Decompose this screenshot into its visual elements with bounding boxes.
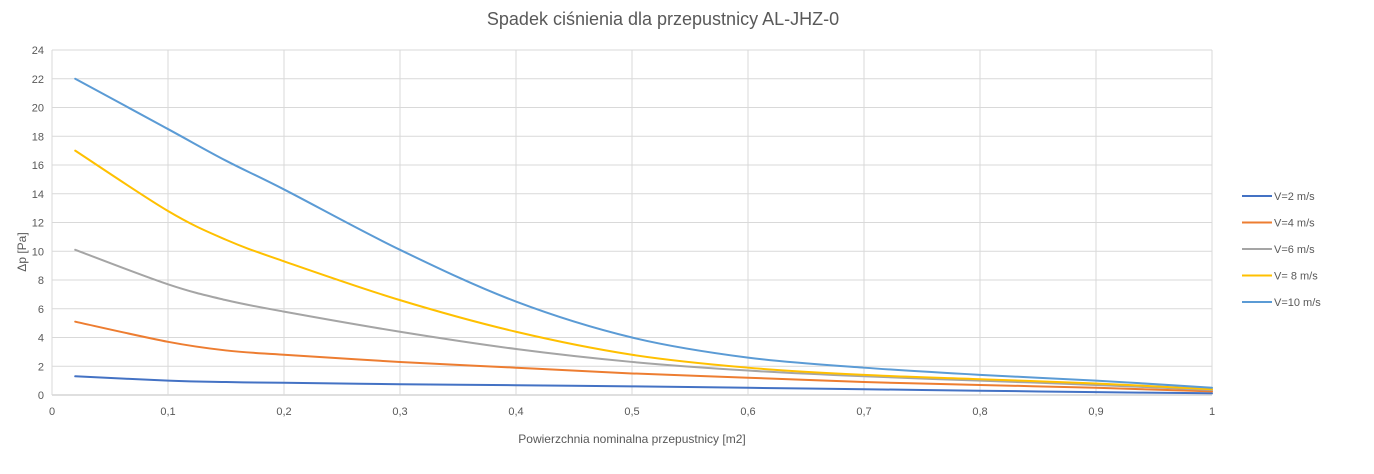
x-tick-label: 0,2	[276, 406, 291, 418]
y-tick-label: 8	[38, 275, 44, 287]
series-line-1	[74, 375, 1213, 395]
y-tick-label: 4	[38, 333, 44, 345]
y-axis-label: Δp [Pa]	[15, 232, 29, 271]
x-tick-label: 0	[49, 406, 55, 418]
legend-label: V=10 m/s	[1274, 297, 1321, 309]
series-line-2	[74, 320, 1213, 393]
y-tick-label: 18	[32, 131, 44, 143]
x-tick-label: 0,4	[508, 406, 523, 418]
y-tick-label: 0	[38, 390, 44, 402]
y-tick-label: 2	[38, 361, 44, 373]
x-tick-label: 0,3	[392, 406, 407, 418]
legend-label: V=2 m/s	[1274, 191, 1315, 203]
y-tick-label: 6	[38, 304, 44, 316]
x-tick-label: 0,9	[1088, 406, 1103, 418]
x-tick-label: 0,8	[972, 406, 987, 418]
legend-item: V=6 m/s	[1242, 244, 1315, 256]
y-tick-label: 14	[32, 189, 44, 201]
legend-item: V=10 m/s	[1242, 297, 1321, 309]
legend-label: V= 8 m/s	[1274, 271, 1318, 283]
series-lines	[74, 77, 1213, 395]
legend-item: V= 8 m/s	[1242, 271, 1318, 283]
y-tick-label: 12	[32, 218, 44, 230]
y-tick-label: 20	[32, 103, 44, 115]
grid	[51, 49, 1213, 396]
legend: V=2 m/s V=4 m/s V=6 m/s V= 8 m/s V=10 m/s	[1242, 191, 1321, 309]
legend-item: V=4 m/s	[1242, 218, 1315, 230]
x-tick-label: 0,6	[740, 406, 755, 418]
series-line-4	[74, 149, 1213, 391]
chart-title: Spadek ciśnienia dla przepustnicy AL-JHZ…	[487, 9, 839, 29]
legend-label: V=6 m/s	[1274, 244, 1315, 256]
x-axis-label: Powierzchnia nominalna przepustnicy [m2]	[518, 432, 745, 446]
x-tick-label: 0,5	[624, 406, 639, 418]
x-tick-label: 0,7	[856, 406, 871, 418]
legend-item: V=2 m/s	[1242, 191, 1315, 203]
y-tick-label: 22	[32, 74, 44, 86]
series-line-5	[74, 77, 1213, 389]
series-line-3	[74, 248, 1213, 391]
x-tick-label: 0,1	[160, 406, 175, 418]
x-tick-label: 1	[1209, 406, 1215, 418]
y-tick-label: 16	[32, 160, 44, 172]
y-tick-label: 24	[32, 45, 44, 57]
legend-label: V=4 m/s	[1274, 218, 1315, 230]
y-tick-label: 10	[32, 246, 44, 258]
